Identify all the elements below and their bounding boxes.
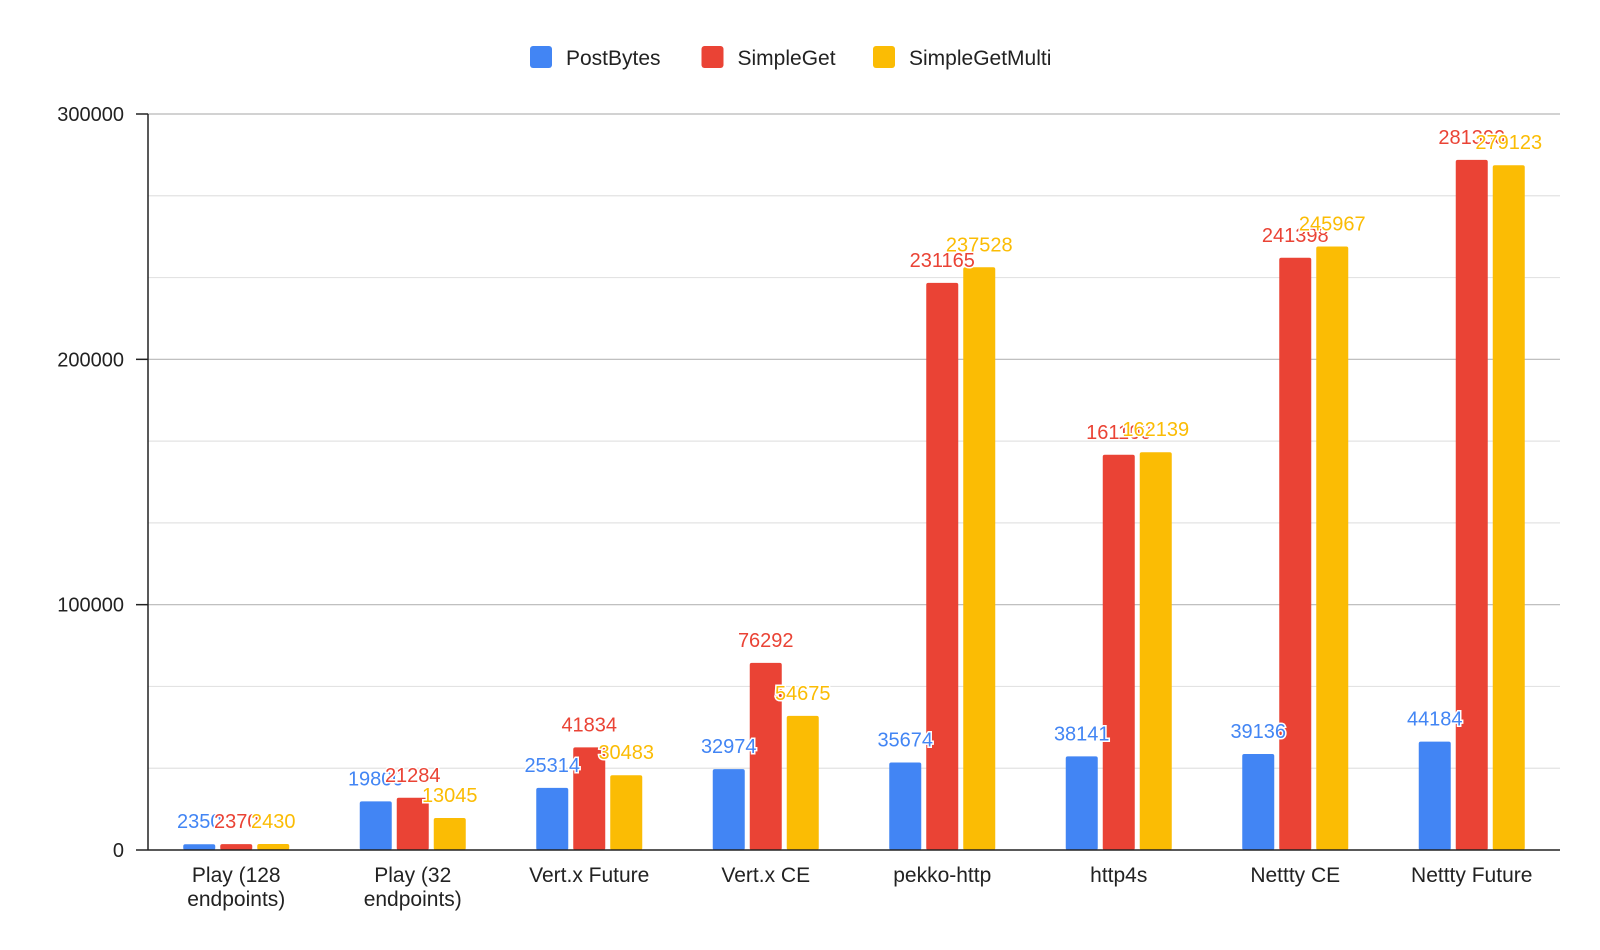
- bar: [1455, 159, 1488, 851]
- bar: [1418, 741, 1451, 850]
- data-label: 30483: [598, 742, 654, 764]
- data-label: 245967: [1299, 214, 1366, 236]
- legend-label: PostBytes: [566, 47, 661, 70]
- data-label: 237528: [946, 234, 1013, 256]
- data-label: 13045: [422, 785, 478, 807]
- bar: [1139, 452, 1172, 850]
- bar: [433, 817, 466, 850]
- data-label: 76292: [738, 630, 794, 652]
- x-tick-label-line: Play (128: [192, 864, 281, 887]
- data-label: 2350: [177, 811, 222, 833]
- x-tick-label-line: http4s: [1090, 864, 1147, 887]
- data-label: 44184: [1407, 709, 1463, 731]
- data-label: 279123: [1475, 132, 1542, 154]
- data-label: 35674: [877, 729, 933, 751]
- bar: [749, 662, 782, 850]
- x-tick-label-line: Play (32: [374, 864, 451, 887]
- bar: [396, 797, 429, 850]
- x-tick-label: Nettty Future: [1411, 864, 1532, 887]
- data-label: 19800: [348, 768, 404, 790]
- data-label: 2430: [251, 811, 296, 833]
- x-tick-label-line: pekko-http: [893, 864, 991, 887]
- bar: [610, 775, 643, 850]
- data-label: 2370: [214, 811, 259, 833]
- y-tick-label: 0: [113, 840, 124, 862]
- y-tick-label: 300000: [57, 104, 124, 126]
- y-tick-label: 200000: [57, 349, 124, 371]
- bar: [786, 715, 819, 850]
- bar: [926, 282, 959, 850]
- data-label: 161100: [1086, 422, 1151, 444]
- legend-swatch: [530, 46, 552, 68]
- data-label: 162139: [1122, 419, 1189, 441]
- x-tick-label-line: Nettty CE: [1250, 864, 1340, 887]
- data-label: 241398: [1262, 225, 1329, 247]
- data-label: 281300: [1438, 127, 1505, 149]
- legend-swatch: [701, 46, 724, 68]
- data-label: 25314: [524, 755, 580, 777]
- x-axis-labels: Play (128 endpoints)Play (32 endpoints)Ver…: [187, 864, 1532, 911]
- bar: [1492, 165, 1525, 850]
- gridlines: [148, 113, 1560, 769]
- x-tick-label: Vert.x Future: [529, 864, 649, 887]
- legend-swatch: [873, 46, 895, 68]
- bar: [1316, 246, 1349, 850]
- bar: [183, 844, 216, 850]
- data-label: 41834: [561, 714, 617, 736]
- data-label: 38141: [1054, 723, 1110, 745]
- bar: [963, 267, 996, 850]
- x-tick-label: Play (128 endpoints): [187, 864, 285, 911]
- bar: [257, 844, 290, 850]
- bar: [1279, 257, 1312, 850]
- bar: [220, 844, 253, 850]
- x-tick-label: Vert.x CE: [721, 864, 810, 887]
- data-label: 231165: [910, 250, 975, 272]
- data-label: 54675: [775, 683, 831, 705]
- x-tick-label: http4s: [1090, 864, 1147, 887]
- bar: [536, 787, 569, 850]
- x-tick-label-line: Vert.x CE: [721, 864, 810, 887]
- legend-label: SimpleGetMulti: [909, 47, 1051, 70]
- x-tick-label: pekko-http: [893, 864, 991, 887]
- bar: [889, 762, 922, 850]
- x-tick-label: Play (32 endpoints): [364, 864, 462, 911]
- bar: [1242, 753, 1275, 850]
- bar: [359, 801, 392, 850]
- x-tick-label: Nettty CE: [1250, 864, 1340, 887]
- bar: [1102, 454, 1135, 850]
- bar: [1065, 756, 1098, 850]
- data-label: 32974: [701, 736, 757, 758]
- axes: [147, 114, 1560, 851]
- data-label: 39136: [1230, 721, 1286, 743]
- y-tick-label: 100000: [57, 595, 124, 617]
- legend-label: SimpleGet: [738, 47, 836, 70]
- data-label: 21284: [385, 765, 441, 787]
- bar: [712, 769, 745, 850]
- x-tick-label-line: endpoints): [364, 888, 462, 911]
- x-tick-label-line: Nettty Future: [1411, 864, 1532, 887]
- bars: [183, 159, 1525, 851]
- bar: [573, 747, 606, 850]
- x-tick-label-line: Vert.x Future: [529, 864, 649, 887]
- legend: PostBytes SimpleGet SimpleGetMulti: [530, 46, 1051, 70]
- x-tick-label-line: endpoints): [187, 888, 285, 911]
- y-axis-ticks: 0 100000 200000 300000: [57, 104, 148, 862]
